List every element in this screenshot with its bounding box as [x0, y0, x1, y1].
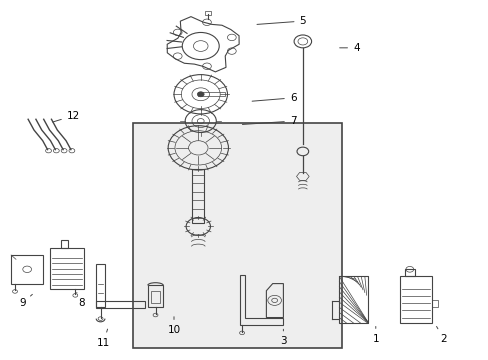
Bar: [404, 269, 414, 276]
Text: 4: 4: [339, 43, 359, 53]
Text: 12: 12: [53, 111, 80, 122]
Text: 7: 7: [242, 116, 296, 126]
Bar: [339, 276, 368, 323]
Circle shape: [197, 92, 203, 97]
Bar: [96, 264, 105, 307]
Bar: [147, 285, 163, 307]
Bar: [399, 276, 431, 323]
Bar: [198, 92, 224, 96]
Bar: [431, 300, 437, 307]
Bar: [11, 255, 42, 284]
Text: 5: 5: [257, 16, 305, 26]
Bar: [61, 240, 67, 248]
Bar: [132, 123, 341, 348]
Bar: [192, 169, 203, 223]
Text: 8: 8: [77, 293, 85, 308]
Bar: [96, 301, 144, 307]
Text: 9: 9: [19, 294, 32, 308]
Text: 3: 3: [280, 329, 286, 346]
Bar: [204, 12, 211, 15]
Text: 6: 6: [252, 93, 296, 103]
Text: 1: 1: [372, 327, 378, 344]
Bar: [150, 291, 160, 303]
Text: 10: 10: [167, 317, 180, 335]
Bar: [50, 248, 84, 289]
Text: 2: 2: [436, 327, 446, 344]
Text: 11: 11: [97, 329, 110, 347]
